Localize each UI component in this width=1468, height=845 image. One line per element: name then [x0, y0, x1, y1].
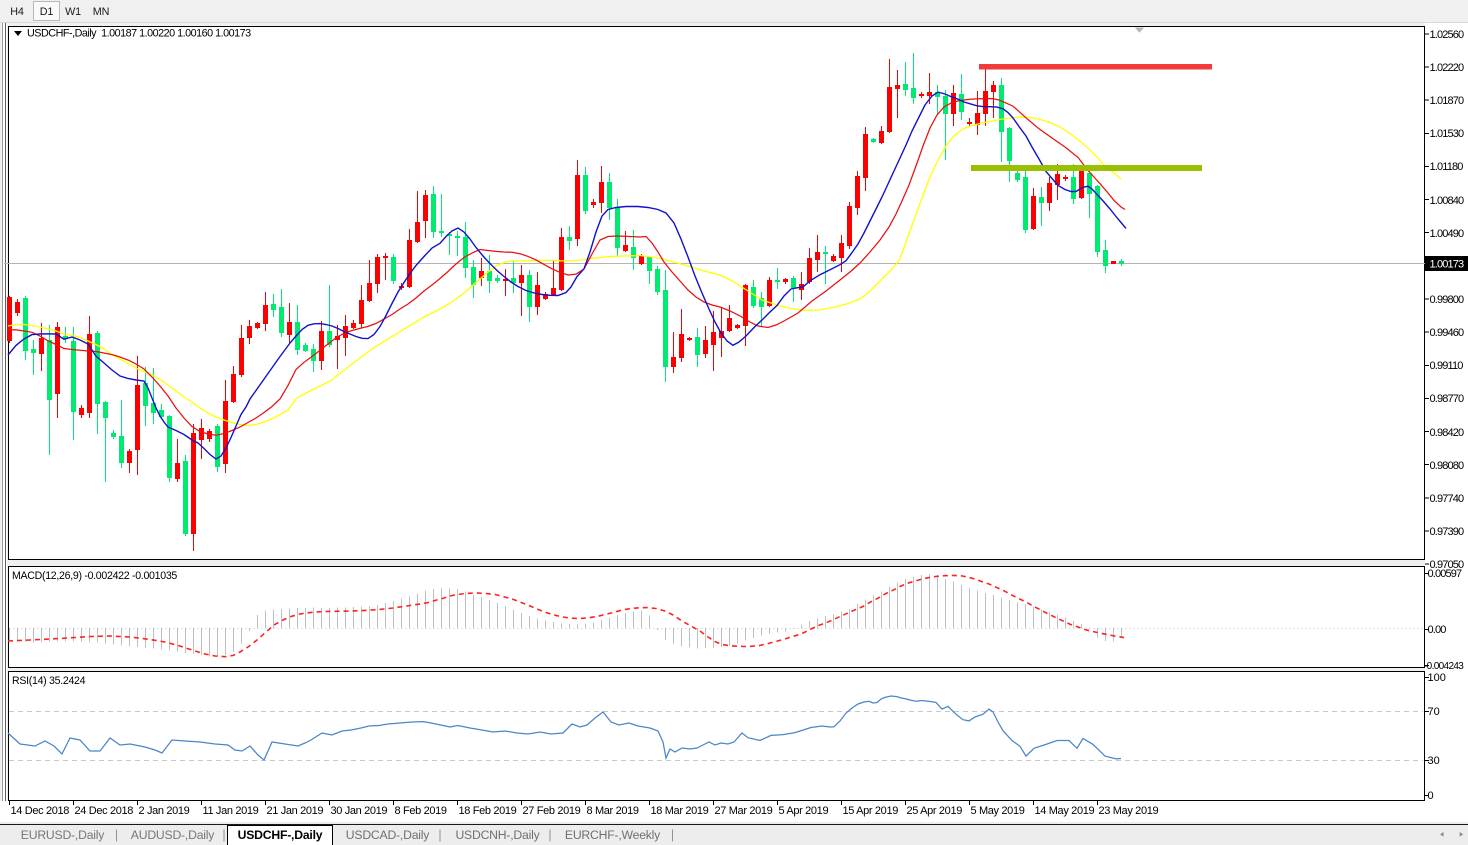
svg-text:100: 100 — [1428, 672, 1446, 684]
svg-text:1.00490: 1.00490 — [1430, 228, 1465, 240]
svg-text:0.99110: 0.99110 — [1430, 360, 1464, 372]
svg-text:USDCHF-,Daily 1.00187 1.00220: USDCHF-,Daily 1.00187 1.00220 1.00160 1.… — [27, 28, 251, 40]
svg-text:0.97740: 0.97740 — [1430, 493, 1465, 505]
svg-text:30: 30 — [1428, 755, 1440, 767]
svg-text:0.99460: 0.99460 — [1430, 327, 1465, 339]
svg-text:1.00173: 1.00173 — [1430, 259, 1465, 271]
svg-text:|: | — [438, 828, 441, 842]
svg-text:1.01870: 1.01870 — [1430, 95, 1465, 107]
svg-text:1.01530: 1.01530 — [1430, 128, 1465, 140]
svg-text:1.00840: 1.00840 — [1430, 195, 1465, 207]
svg-text:18 Feb 2019: 18 Feb 2019 — [459, 805, 517, 817]
svg-text:RSI(14) 35.2424: RSI(14) 35.2424 — [12, 675, 86, 687]
svg-text:|: | — [548, 828, 551, 842]
svg-text:W1: W1 — [65, 6, 81, 18]
svg-text:H4: H4 — [10, 6, 24, 18]
svg-text:15 Apr 2019: 15 Apr 2019 — [843, 805, 899, 817]
svg-text:|: | — [115, 828, 118, 842]
svg-text:27 Feb 2019: 27 Feb 2019 — [523, 805, 581, 817]
svg-text:USDCNH-,Daily: USDCNH-,Daily — [455, 828, 540, 842]
svg-text:0.97390: 0.97390 — [1430, 526, 1465, 538]
svg-text:EURUSD-,Daily: EURUSD-,Daily — [21, 828, 106, 842]
svg-text:27 Mar 2019: 27 Mar 2019 — [715, 805, 773, 817]
svg-text:5 Apr 2019: 5 Apr 2019 — [779, 805, 829, 817]
svg-text:0.99800: 0.99800 — [1430, 294, 1465, 306]
svg-text:|: | — [222, 828, 225, 842]
svg-text:25 Apr 2019: 25 Apr 2019 — [907, 805, 963, 817]
svg-text:14 May 2019: 14 May 2019 — [1035, 805, 1095, 817]
svg-text:24 Dec 2018: 24 Dec 2018 — [75, 805, 134, 817]
svg-text:5 May 2019: 5 May 2019 — [971, 805, 1025, 817]
svg-text:21 Jan 2019: 21 Jan 2019 — [267, 805, 324, 817]
svg-text:11 Jan 2019: 11 Jan 2019 — [203, 805, 259, 817]
svg-text:14 Dec 2018: 14 Dec 2018 — [11, 805, 70, 817]
svg-text:0: 0 — [1428, 790, 1434, 802]
svg-text:1.02560: 1.02560 — [1430, 29, 1465, 41]
svg-text:0.98770: 0.98770 — [1430, 393, 1465, 405]
svg-text:USDCAD-,Daily: USDCAD-,Daily — [346, 828, 431, 842]
svg-text:MACD(12,26,9) -0.002422 -0.001: MACD(12,26,9) -0.002422 -0.001035 — [12, 570, 177, 582]
svg-text:70: 70 — [1428, 706, 1440, 718]
svg-text:AUDUSD-,Daily: AUDUSD-,Daily — [131, 828, 216, 842]
svg-text:8 Mar 2019: 8 Mar 2019 — [587, 805, 639, 817]
svg-text:0.98420: 0.98420 — [1430, 427, 1465, 439]
svg-text:8 Feb 2019: 8 Feb 2019 — [395, 805, 447, 817]
svg-text:1.02220: 1.02220 — [1430, 62, 1465, 74]
svg-text:0.98080: 0.98080 — [1430, 460, 1465, 472]
svg-text:30 Jan 2019: 30 Jan 2019 — [331, 805, 388, 817]
svg-text:0.00597: 0.00597 — [1428, 568, 1463, 580]
svg-text:1.01180: 1.01180 — [1430, 161, 1464, 173]
svg-text:D1: D1 — [40, 6, 54, 18]
svg-text:MN: MN — [93, 6, 109, 18]
svg-text:0.00: 0.00 — [1428, 624, 1447, 636]
svg-text:0.97050: 0.97050 — [1430, 559, 1465, 571]
svg-text:EURCHF-,Weekly: EURCHF-,Weekly — [565, 828, 661, 842]
svg-text:23 May 2019: 23 May 2019 — [1099, 805, 1159, 817]
svg-text:-0.004243: -0.004243 — [1424, 661, 1464, 672]
svg-text:USDCHF-,Daily: USDCHF-,Daily — [238, 828, 323, 842]
svg-text:18 Mar 2019: 18 Mar 2019 — [651, 805, 709, 817]
svg-text:|: | — [671, 828, 674, 842]
svg-text:2 Jan 2019: 2 Jan 2019 — [139, 805, 190, 817]
